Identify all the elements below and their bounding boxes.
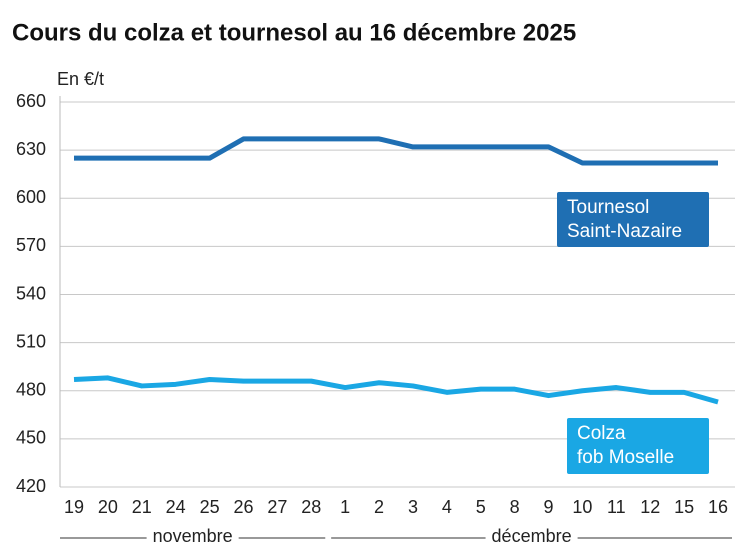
- series-name: fob Moselle: [577, 447, 674, 468]
- y-tick-label: 480: [16, 380, 46, 400]
- y-tick-label: 630: [16, 139, 46, 159]
- y-tick-label: 660: [16, 91, 46, 111]
- series-tag: Colza fob Moselle: [567, 418, 709, 474]
- x-tick-label: 16: [708, 497, 728, 517]
- x-tick-label: 4: [442, 497, 452, 517]
- x-tick-label: 15: [674, 497, 694, 517]
- x-tick-label: 27: [267, 497, 287, 517]
- y-tick-label: 540: [16, 283, 46, 303]
- y-tick-label: 450: [16, 428, 46, 448]
- x-tick-label: 25: [200, 497, 220, 517]
- x-tick-label: 9: [544, 497, 554, 517]
- x-tick-label: 1: [340, 497, 350, 517]
- chart-title: Cours du colza et tournesol au 16 décemb…: [12, 19, 576, 46]
- x-tick-label: 19: [64, 497, 84, 517]
- line-series: [73, 375, 719, 405]
- series-tag-box: [567, 418, 709, 474]
- y-tick-label: 420: [16, 476, 46, 496]
- month-label: novembre: [153, 526, 233, 546]
- x-tick-label: 11: [607, 497, 626, 517]
- month-label: décembre: [492, 526, 572, 546]
- series-name: Saint-Nazaire: [567, 221, 682, 242]
- y-axis-label: En €/t: [57, 69, 104, 89]
- x-tick-label: 10: [572, 497, 592, 517]
- x-tick-label: 26: [233, 497, 253, 517]
- x-tick-label: 12: [640, 497, 660, 517]
- x-tick-label: 3: [408, 497, 418, 517]
- series-tag-box: [557, 192, 709, 247]
- x-tick-label: 24: [166, 497, 186, 517]
- y-tick-label: 570: [16, 235, 46, 255]
- x-tick-label: 28: [301, 497, 321, 517]
- series-tag: Tournesol Saint-Nazaire: [557, 192, 709, 247]
- x-tick-label: 21: [132, 497, 152, 517]
- y-tick-label: 600: [16, 187, 46, 207]
- series-name: Colza: [577, 423, 626, 444]
- y-tick-label: 510: [16, 331, 46, 351]
- series-name: Tournesol: [567, 197, 649, 218]
- x-tick-label: 8: [510, 497, 520, 517]
- x-tick-label: 20: [98, 497, 118, 517]
- x-tick-label: 5: [476, 497, 486, 517]
- line-series: [74, 136, 718, 166]
- x-tick-label: 2: [374, 497, 384, 517]
